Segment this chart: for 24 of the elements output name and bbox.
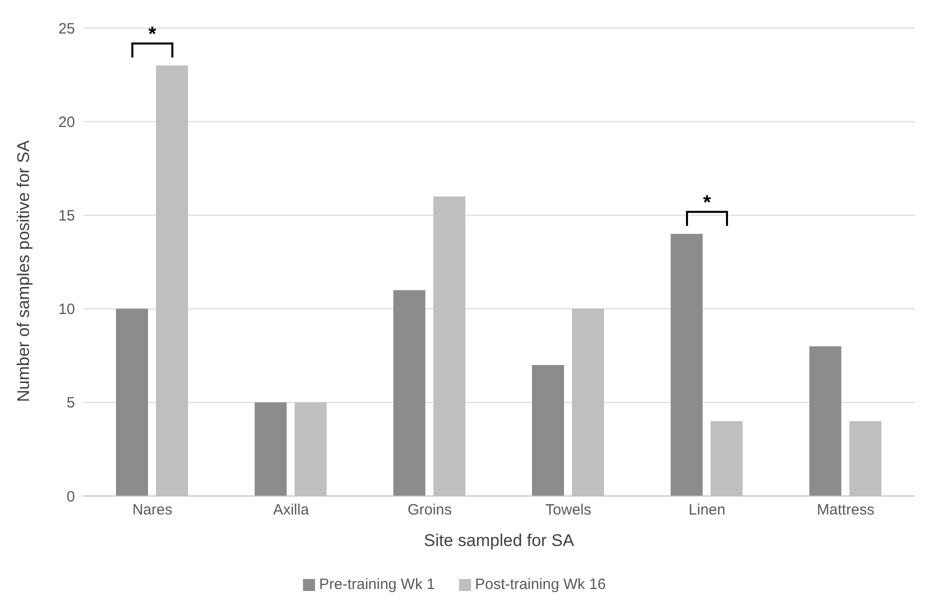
x-tick-label: Nares	[132, 502, 172, 519]
bar	[809, 346, 842, 496]
x-tick-label: Groins	[408, 502, 452, 519]
annotation: *	[703, 192, 712, 214]
x-tick-label: Linen	[688, 502, 726, 519]
y-tick-label: 15	[58, 208, 75, 225]
bar	[254, 402, 287, 496]
y-axis-title: Number of samples positive for SA	[14, 140, 34, 402]
bar	[393, 290, 426, 496]
x-axis-title: Site sampled for SA	[424, 531, 575, 550]
x-tick-label: Axilla	[273, 502, 310, 519]
bar	[116, 308, 148, 496]
x-tick-label: Towels	[545, 502, 592, 519]
legend-label: Post-training Wk 16	[474, 576, 606, 593]
legend-label: Pre-training Wk 1	[319, 576, 435, 593]
x-tick-label: Mattress	[816, 502, 874, 519]
annotation: *	[148, 23, 156, 46]
y-tick-label: 5	[66, 394, 75, 412]
y-tick-label: 20	[58, 114, 75, 131]
bar	[532, 364, 564, 496]
y-tick-label: 0	[66, 488, 75, 506]
bar	[670, 234, 703, 496]
y-tick-label: 10	[58, 301, 75, 318]
y-tick-label: 25	[58, 20, 75, 38]
